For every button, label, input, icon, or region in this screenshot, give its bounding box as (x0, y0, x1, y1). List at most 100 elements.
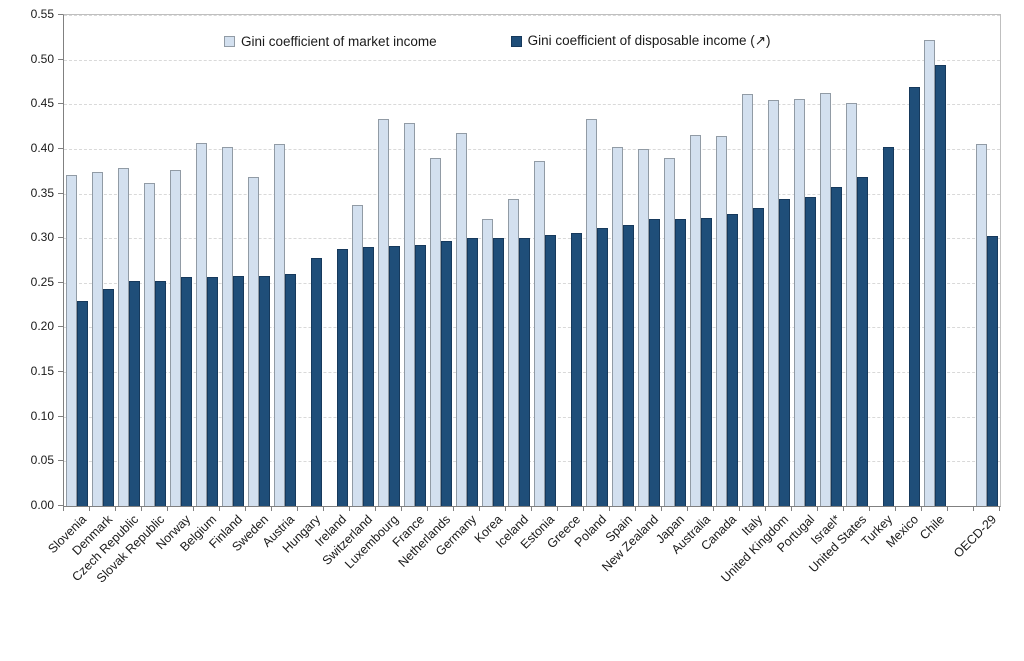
bar-disposable-chile (935, 65, 946, 506)
x-axis-tick (297, 506, 298, 511)
bar-disposable-mexico (909, 87, 920, 506)
bar-market-korea (482, 219, 493, 506)
bar-disposable-france (415, 245, 426, 506)
bar-market-germany (456, 133, 467, 506)
bar-market-israel- (820, 93, 831, 506)
bar-disposable-hungary (311, 258, 322, 506)
bar-market-czech-republic (118, 168, 129, 506)
gridline (64, 461, 1000, 463)
y-axis-tick (58, 505, 63, 506)
bar-disposable-switzerland (363, 247, 374, 506)
bar-market-italy (742, 94, 753, 506)
bar-market-finland (222, 147, 233, 506)
bar-market-australia (690, 135, 701, 506)
gridline (64, 238, 1000, 240)
x-axis-tick (89, 506, 90, 511)
x-axis-tick (323, 506, 324, 511)
bar-market-estonia (534, 161, 545, 506)
x-axis-tick (63, 506, 64, 511)
bar-market-united-kingdom (768, 100, 779, 506)
bar-market-austria (274, 144, 285, 506)
x-axis-tick (245, 506, 246, 511)
bar-disposable-slovenia (77, 301, 88, 506)
bar-disposable-netherlands (441, 241, 452, 506)
bar-disposable-belgium (207, 277, 218, 506)
bar-disposable-slovak-republic (155, 281, 166, 506)
x-axis-tick (193, 506, 194, 511)
bar-market-denmark (92, 172, 103, 506)
x-axis-tick (531, 506, 532, 511)
bar-disposable-portugal (805, 197, 816, 506)
bar-disposable-japan (675, 219, 686, 506)
bar-disposable-spain (623, 225, 634, 506)
bar-market-slovenia (66, 175, 77, 506)
bar-market-slovak-republic (144, 183, 155, 506)
y-axis-label: 0.30 (30, 230, 54, 245)
y-axis-tick (58, 14, 63, 15)
y-axis-tick (58, 460, 63, 462)
bar-market-luxembourg (378, 119, 389, 506)
legend-item-disposable-income: Gini coefficient of disposable income (↗… (510, 33, 771, 49)
bar-disposable-united-kingdom (779, 199, 790, 506)
bar-disposable-estonia (545, 235, 556, 506)
gridline (64, 148, 1000, 150)
bar-market-poland (586, 119, 597, 506)
x-axis-tick (791, 506, 792, 511)
gridline (64, 104, 1000, 106)
y-axis-label: 0.40 (30, 140, 54, 155)
y-axis-label: 0.50 (30, 51, 54, 66)
y-axis-tick (58, 58, 63, 60)
bar-market-canada (716, 136, 727, 506)
legend-item-market-income: Gini coefficient of market income (224, 34, 437, 49)
x-axis-tick (167, 506, 168, 511)
x-axis-tick (687, 506, 688, 511)
y-axis-tick (58, 281, 63, 283)
bar-disposable-luxembourg (389, 246, 400, 506)
x-axis-tick (557, 506, 558, 511)
x-axis-tick (271, 506, 272, 511)
bar-disposable-finland (233, 276, 244, 506)
bar-market-iceland (508, 199, 519, 506)
bar-disposable-sweden (259, 276, 270, 506)
bar-market-switzerland (352, 205, 363, 506)
gridline (64, 372, 1000, 374)
y-axis-tick (58, 415, 63, 417)
bar-disposable-turkey (883, 147, 894, 506)
x-axis-tick (505, 506, 506, 511)
bar-market-sweden (248, 177, 259, 506)
legend-label-disposable-income: Gini coefficient of disposable income (↗… (527, 33, 771, 48)
bar-market-united-states (846, 103, 857, 506)
y-axis-tick (58, 371, 63, 373)
x-axis-tick (739, 506, 740, 511)
x-axis-tick (453, 506, 454, 511)
y-axis-label: 0.15 (30, 364, 54, 379)
x-axis-tick (765, 506, 766, 511)
gridline (64, 327, 1000, 329)
bar-market-portugal (794, 99, 805, 506)
x-axis-tick (427, 506, 428, 511)
x-axis-tick (869, 506, 870, 511)
gridline (64, 282, 1000, 284)
legend-swatch-market-icon (224, 35, 235, 47)
x-axis-tick (843, 506, 844, 511)
bar-market-france (404, 123, 415, 506)
bar-market-chile (924, 40, 935, 506)
x-axis-tick (661, 506, 662, 511)
bar-disposable-norway (181, 277, 192, 506)
bar-disposable-oecd-29 (987, 236, 998, 506)
legend: Gini coefficient of market income Gini c… (224, 33, 771, 49)
y-axis-label: 0.05 (30, 453, 54, 468)
x-axis-tick (375, 506, 376, 511)
legend-swatch-disposable-icon (510, 35, 522, 47)
bar-disposable-korea (493, 238, 504, 506)
x-axis-tick (479, 506, 480, 511)
y-axis-label: 0.00 (30, 498, 54, 512)
y-axis-label: 0.25 (30, 274, 54, 289)
bar-market-spain (612, 147, 623, 506)
x-axis-tick (973, 506, 974, 511)
bar-disposable-iceland (519, 238, 530, 506)
bar-disposable-australia (701, 218, 712, 506)
y-axis-tick (58, 103, 63, 105)
bar-disposable-poland (597, 228, 608, 506)
